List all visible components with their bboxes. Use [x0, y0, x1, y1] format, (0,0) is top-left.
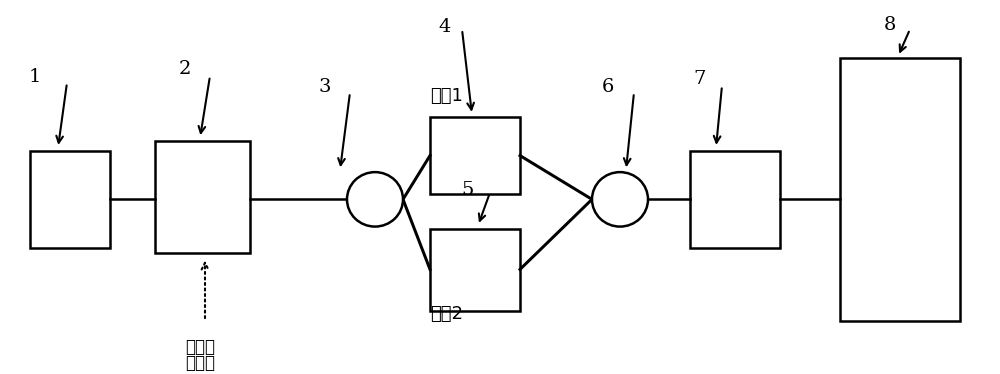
Text: 1: 1	[29, 68, 41, 86]
Bar	[155, 141, 250, 253]
Text: 支路2: 支路2	[430, 305, 463, 323]
Text: 波信号: 波信号	[185, 354, 215, 372]
Circle shape	[592, 172, 648, 227]
Text: 7: 7	[694, 70, 706, 88]
Bar	[690, 151, 780, 248]
Circle shape	[347, 172, 403, 227]
Text: 4: 4	[439, 18, 451, 36]
Bar	[430, 229, 520, 311]
Text: 3: 3	[319, 78, 331, 96]
Bar	[430, 117, 520, 194]
Text: 6: 6	[602, 78, 614, 96]
Text: 支路1: 支路1	[430, 87, 463, 105]
Text: 待测微: 待测微	[185, 338, 215, 356]
Text: 2: 2	[179, 60, 191, 78]
Text: 8: 8	[884, 16, 896, 34]
Text: 5: 5	[462, 181, 474, 199]
Bar	[840, 58, 960, 321]
Bar	[30, 151, 110, 248]
